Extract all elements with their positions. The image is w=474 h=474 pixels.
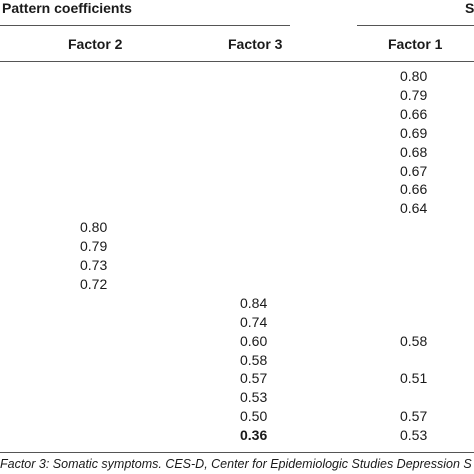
cell-f3: 0.58 — [240, 351, 268, 368]
column-header-factor-2: Factor 2 — [68, 36, 123, 52]
cell-f3: 0.74 — [240, 313, 268, 330]
cell-f1: 0.66 — [400, 105, 428, 122]
cell-f1: 0.51 — [400, 370, 428, 387]
cell-f2: 0.72 — [80, 275, 108, 292]
table-footnote: Factor 3: Somatic symptoms. CES-D, Cente… — [0, 457, 472, 471]
column-header-factor-1: Factor 1 — [388, 36, 443, 52]
cell-f1: 0.67 — [400, 162, 428, 179]
cell-f1: 0.57 — [400, 408, 428, 425]
cell-f3: 0.57 — [240, 370, 268, 387]
cell-f2: 0.79 — [80, 238, 108, 255]
cell-f3: 0.53 — [240, 389, 268, 406]
group-header-pattern-coefficients: Pattern coefficients — [2, 0, 132, 16]
cell-f1: 0.53 — [400, 427, 428, 444]
table-bottom-rule — [0, 452, 474, 453]
cell-f3: 0.84 — [240, 294, 268, 311]
cell-f1: 0.79 — [400, 86, 428, 103]
cell-f2: 0.80 — [80, 219, 108, 236]
cell-f1: 0.80 — [400, 68, 428, 84]
cell-f1: 0.64 — [400, 200, 428, 217]
cell-f3: 0.60 — [240, 332, 268, 349]
cell-f2: 0.73 — [80, 257, 108, 273]
group-rule-right — [357, 25, 474, 26]
cell-f1: 0.68 — [400, 143, 428, 160]
group-header-structure-partial: S — [465, 0, 474, 16]
column-header-factor-3: Factor 3 — [228, 36, 283, 52]
header-bottom-rule — [0, 61, 474, 62]
cell-f3: 0.50 — [240, 408, 268, 425]
group-rule-left — [0, 25, 290, 26]
cell-f3: 0.36 — [240, 427, 268, 444]
cell-f1: 0.66 — [400, 181, 428, 198]
cell-f1: 0.58 — [400, 332, 428, 349]
cell-f1: 0.69 — [400, 124, 428, 141]
